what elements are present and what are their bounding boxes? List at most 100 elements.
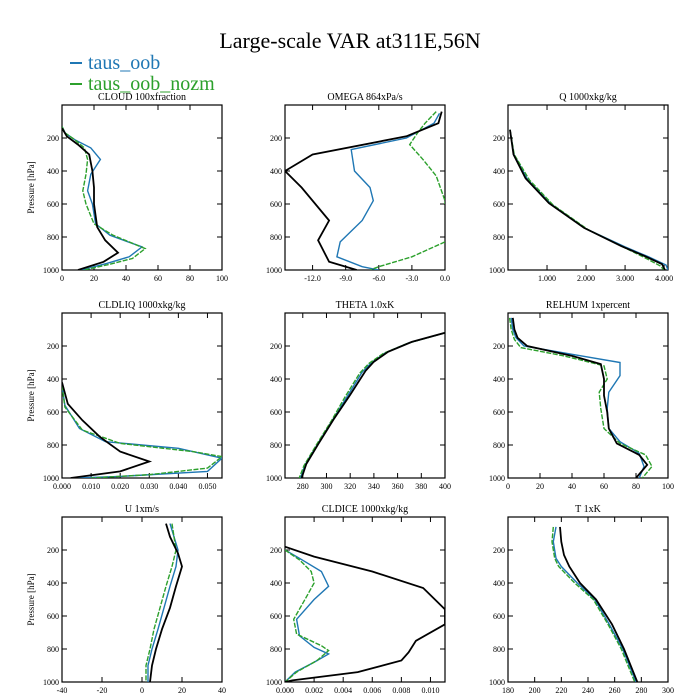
x-tick-label: 280 <box>635 686 647 695</box>
x-tick-label: 4.000 <box>655 274 673 283</box>
series-line-taus-oob-nozm <box>62 126 147 270</box>
series-line-taus-oob-nozm <box>62 385 222 478</box>
y-tick-label: 600 <box>493 612 505 621</box>
y-tick-label: 800 <box>493 441 505 450</box>
series-line-taus-oob-nozm <box>408 111 445 204</box>
x-tick-label: 80 <box>186 274 194 283</box>
x-tick-label: 0.008 <box>392 686 410 695</box>
y-tick-label: 400 <box>270 167 282 176</box>
x-tick-label: 0.020 <box>111 482 129 491</box>
x-tick-label: 20 <box>90 274 98 283</box>
series-line-taus-oob-nozm <box>285 549 330 682</box>
series-line-taus-oob-nozm <box>508 317 653 478</box>
x-tick-label: 360 <box>392 482 404 491</box>
panel-title: CLDICE 1000xkg/kg <box>322 504 408 515</box>
x-tick-label: 40 <box>568 482 576 491</box>
y-tick-label: 1000 <box>266 678 282 687</box>
y-tick-label: 200 <box>47 342 59 351</box>
legend-item-taus-oob-nozm: taus_oob_nozm <box>70 73 215 95</box>
x-tick-label: 100 <box>216 274 228 283</box>
x-tick-label: 0.000 <box>53 482 71 491</box>
series-line-taus-oob <box>285 549 331 682</box>
series-line-control <box>511 317 649 478</box>
legend-swatch-taus-oob-nozm <box>70 83 82 85</box>
panel-frame <box>61 104 223 271</box>
series-line-taus-oob <box>552 526 637 682</box>
x-tick-label: 0.002 <box>305 686 323 695</box>
y-tick-label: 600 <box>493 200 505 209</box>
y-tick-label: 200 <box>270 546 282 555</box>
y-tick-label: 600 <box>47 408 59 417</box>
y-tick-label: 600 <box>270 612 282 621</box>
y-tick-label: 200 <box>493 342 505 351</box>
x-tick-label: 280 <box>297 482 309 491</box>
series-line-control <box>285 545 445 682</box>
x-tick-label: 0.010 <box>82 482 100 491</box>
x-tick-label: 180 <box>502 686 514 695</box>
x-tick-label: 2.000 <box>577 274 595 283</box>
x-tick-label: 0.000 <box>276 686 294 695</box>
series-line-taus-oob <box>299 332 445 478</box>
x-tick-label: 0.0 <box>440 274 450 283</box>
figure-title: Large-scale VAR at311E,56N <box>219 28 481 53</box>
y-tick-label: 1000 <box>266 266 282 275</box>
y-tick-label: 200 <box>270 342 282 351</box>
series-line-control <box>62 382 153 478</box>
x-tick-label: 240 <box>582 686 594 695</box>
panel-frame <box>61 312 223 479</box>
x-tick-label: 100 <box>662 482 674 491</box>
panel-4: CLDLIQ 1000xkg/kg Pressure [hPa] 200 400 600… <box>26 300 223 491</box>
x-tick-label: 40 <box>122 274 130 283</box>
y-tick-label: 800 <box>493 233 505 242</box>
panel-frame <box>61 516 223 683</box>
x-tick-label: 300 <box>662 686 674 695</box>
series-line-taus-oob <box>62 126 144 270</box>
panel-frame <box>507 516 669 683</box>
series-line-taus-oob-nozm <box>369 241 445 270</box>
panel-frame <box>507 104 669 271</box>
y-tick-label: 400 <box>493 375 505 384</box>
y-tick-label: 800 <box>47 233 59 242</box>
x-tick-label: -3.0 <box>406 274 419 283</box>
x-tick-label: 320 <box>344 482 356 491</box>
y-tick-label: 200 <box>493 546 505 555</box>
y-axis-label: Pressure [hPa] <box>26 573 36 625</box>
x-tick-label: 380 <box>415 482 427 491</box>
y-tick-label: 600 <box>270 408 282 417</box>
x-tick-label: 0 <box>60 274 64 283</box>
y-tick-label: 400 <box>493 167 505 176</box>
y-tick-label: 200 <box>270 134 282 143</box>
y-tick-label: 800 <box>270 233 282 242</box>
y-tick-label: 600 <box>493 408 505 417</box>
y-tick-label: 1000 <box>266 474 282 483</box>
legend-swatch-taus-oob <box>70 62 82 64</box>
legend-label-taus-oob-nozm: taus_oob_nozm <box>88 72 215 95</box>
x-tick-label: -40 <box>57 686 68 695</box>
legend-label-taus-oob: taus_oob <box>88 51 161 74</box>
panel-title: U 1xm/s <box>125 504 159 515</box>
y-tick-label: 800 <box>47 441 59 450</box>
series-line-taus-oob-nozm <box>551 526 636 682</box>
x-tick-label: 0.030 <box>140 482 158 491</box>
series-line-taus-oob <box>510 317 645 478</box>
y-tick-label: 600 <box>47 200 59 209</box>
y-tick-label: 400 <box>47 579 59 588</box>
x-tick-label: 20 <box>536 482 544 491</box>
series-line-control <box>149 523 183 682</box>
panel-title: THETA 1.0xK <box>336 300 395 311</box>
y-tick-label: 400 <box>493 579 505 588</box>
panel-title: CLOUD 100xfraction <box>98 92 186 103</box>
x-tick-label: 200 <box>529 686 541 695</box>
y-tick-label: 400 <box>47 375 59 384</box>
x-tick-label: 0.006 <box>363 686 381 695</box>
x-tick-label: -12.0 <box>304 274 321 283</box>
x-tick-label: 3.000 <box>616 274 634 283</box>
y-tick-label: 1000 <box>489 678 505 687</box>
legend-item-taus-oob: taus_oob <box>70 52 160 74</box>
panel-title: OMEGA 864xPa/s <box>327 92 402 103</box>
